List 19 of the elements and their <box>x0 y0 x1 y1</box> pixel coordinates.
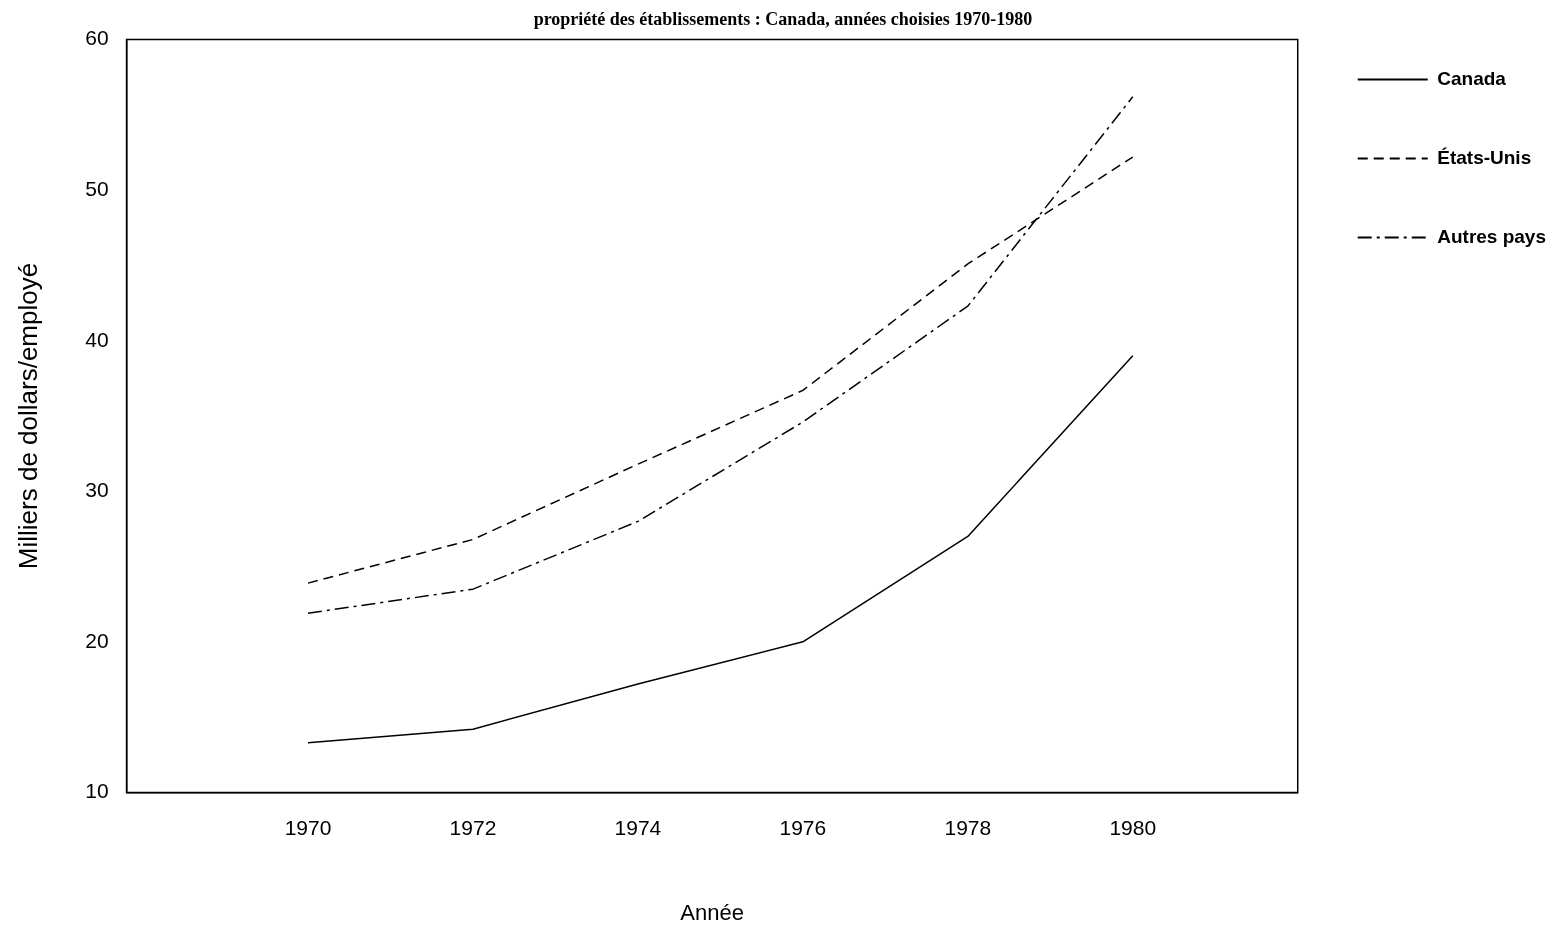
y-axis-title: Milliers de dollars/employé <box>12 262 43 570</box>
x-tick-label: 1978 <box>944 815 992 839</box>
legend-label: Canada <box>1437 67 1507 89</box>
x-axis-title: Année <box>680 899 744 925</box>
chart-title: propriété des établissements : Canada, années choisies 1970-1980 <box>533 9 1033 30</box>
y-tick-label: 60 <box>85 26 109 50</box>
x-tick-label: 1976 <box>779 815 827 839</box>
legend-label: Autres pays <box>1437 225 1547 247</box>
x-tick-label: 1974 <box>614 815 662 839</box>
y-tick-label: 20 <box>85 628 109 652</box>
y-tick-label: 30 <box>85 478 109 502</box>
y-tick-label: 10 <box>85 779 109 803</box>
y-tick-label: 50 <box>85 176 109 200</box>
legend-label: États-Unis <box>1437 146 1532 168</box>
x-tick-label: 1980 <box>1109 815 1157 839</box>
x-tick-label: 1970 <box>284 815 332 839</box>
line-series <box>307 96 1134 614</box>
y-tick-label: 40 <box>85 327 109 351</box>
x-tick-label: 1972 <box>449 815 497 839</box>
